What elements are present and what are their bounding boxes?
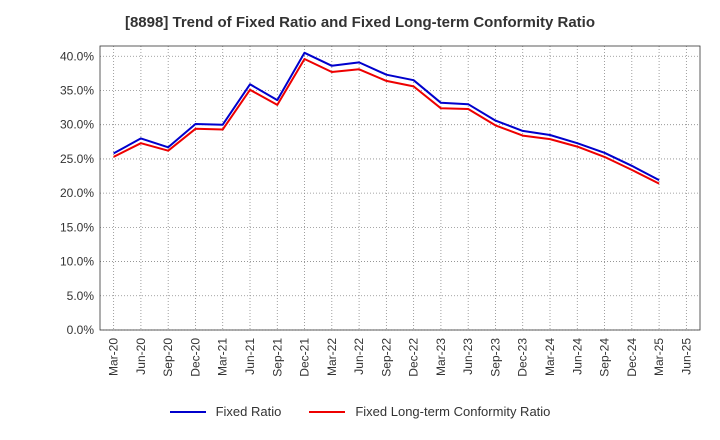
x-tick-label: Jun-20 <box>134 338 148 375</box>
x-tick-label: Mar-20 <box>107 338 121 376</box>
x-tick-label: Dec-21 <box>298 338 312 377</box>
x-tick-label: Sep-24 <box>598 338 612 377</box>
legend-item-fixed-ratio: Fixed Ratio <box>169 404 282 419</box>
y-tick-label: 5.0% <box>67 289 95 303</box>
plot-frame <box>99 45 701 331</box>
legend-label-fixed-ratio: Fixed Ratio <box>215 404 282 419</box>
x-tick-label: Jun-22 <box>352 338 366 375</box>
y-tick-label: 20.0% <box>60 186 94 200</box>
x-tick-label: Jun-23 <box>461 338 475 375</box>
x-tick-label: Dec-22 <box>407 338 421 377</box>
axes <box>99 45 701 331</box>
chart-title: [8898] Trend of Fixed Ratio and Fixed Lo… <box>124 14 596 31</box>
x-tick-label: Dec-23 <box>516 338 530 377</box>
y-tick-label: 40.0% <box>60 49 94 63</box>
y-tick-label: 30.0% <box>60 118 94 132</box>
x-tick-label: Jun-21 <box>243 338 257 375</box>
x-tick-label: Sep-23 <box>488 338 502 377</box>
legend: Fixed Ratio Fixed Long-term Conformity R… <box>0 404 720 419</box>
legend-label-fixed-long-term-conformity-ratio: Fixed Long-term Conformity Ratio <box>355 404 551 419</box>
x-tick-label: Jun-25 <box>679 338 693 375</box>
series-lines <box>113 51 660 185</box>
x-tick-label: Mar-22 <box>325 338 339 376</box>
x-tick-label: Jun-24 <box>570 338 584 375</box>
series-line-fixed-ratio <box>113 51 660 181</box>
x-tick-label: Sep-22 <box>379 338 393 377</box>
y-tick-label: 25.0% <box>60 152 94 166</box>
y-tick-label: 15.0% <box>60 220 94 234</box>
x-tick-label: Sep-21 <box>270 338 284 377</box>
y-tick-label: 10.0% <box>60 255 94 269</box>
tick-labels: 0.0% 5.0% 10.0% 15.0% 20.0% 25.0% 30.0% 35.0% 40… <box>60 49 693 376</box>
x-tick-label: Mar-25 <box>652 338 666 376</box>
x-tick-label: Dec-24 <box>625 338 639 377</box>
y-tick-label: 35.0% <box>60 83 94 97</box>
legend-swatch-fixed-long-term-conformity-ratio <box>309 410 346 413</box>
y-tick-label: 0.0% <box>67 323 95 337</box>
x-tick-label: Mar-24 <box>543 338 557 376</box>
x-tick-label: Mar-21 <box>216 338 230 376</box>
grid-lines <box>100 46 700 331</box>
legend-swatch-fixed-ratio <box>169 410 206 413</box>
x-tick-label: Sep-20 <box>161 338 175 377</box>
series-line-fixed-long-term-conformity-ratio <box>113 58 660 185</box>
legend-item-fixed-long-term-conformity-ratio: Fixed Long-term Conformity Ratio <box>309 404 550 419</box>
x-tick-label: Dec-20 <box>188 338 202 377</box>
x-tick-label: Mar-23 <box>434 338 448 376</box>
